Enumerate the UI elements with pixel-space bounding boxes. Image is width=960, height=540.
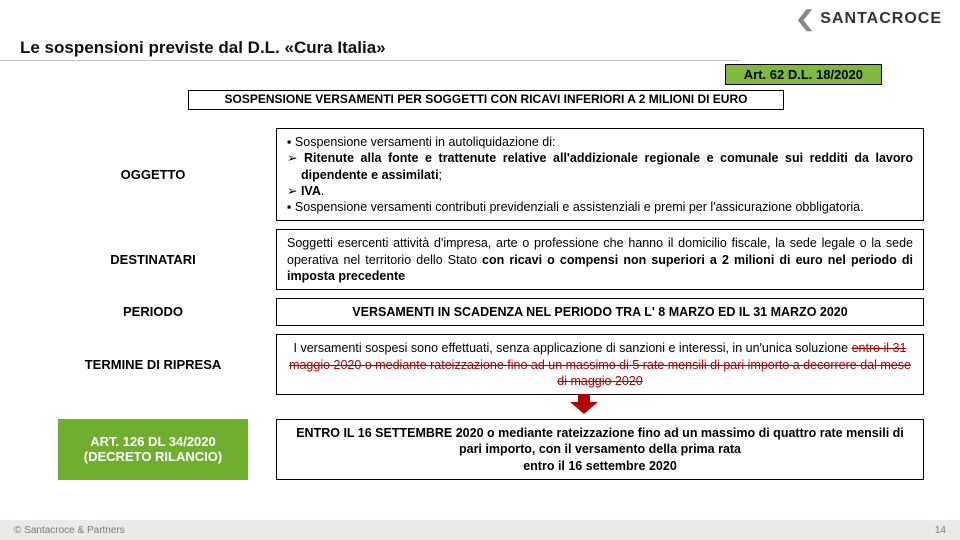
article-badge: Art. 62 D.L. 18/2020 xyxy=(725,64,882,85)
arrow-down-icon xyxy=(570,394,598,414)
slide: ❮ SANTACROCE Le sospensioni previste dal… xyxy=(0,0,960,540)
list-item: Sospensione versamenti contributi previd… xyxy=(287,199,913,215)
row-content-termine: I versamenti sospesi sono effettuati, se… xyxy=(276,334,924,395)
subsection-banner: SOSPENSIONE VERSAMENTI PER SOGGETTI CON … xyxy=(188,90,784,110)
row-termine: TERMINE DI RIPRESA I versamenti sospesi … xyxy=(58,334,924,395)
oggetto-list: Sospensione versamenti in autoliquidazio… xyxy=(287,134,913,215)
row-content-oggetto: Sospensione versamenti in autoliquidazio… xyxy=(276,128,924,221)
row-label-periodo: PERIODO xyxy=(58,298,248,326)
brand-logo: ❮ SANTACROCE xyxy=(796,6,942,32)
row-content-art126: ENTRO IL 16 SETTEMBRE 2020 o mediante ra… xyxy=(276,419,924,480)
row-content-destinatari: Soggetti esercenti attività d'impresa, a… xyxy=(276,229,924,290)
row-label-art126: ART. 126 DL 34/2020(DECRETO RILANCIO) xyxy=(58,419,248,480)
list-item: Sospensione versamenti in autoliquidazio… xyxy=(287,134,913,150)
footer-copyright: © Santacroce & Partners xyxy=(14,525,125,536)
logo-mark-icon: ❮ xyxy=(794,6,816,32)
logo-text: SANTACROCE xyxy=(820,10,942,28)
page-title: Le sospensioni previste dal D.L. «Cura I… xyxy=(20,38,386,58)
row-oggetto: OGGETTO Sospensione versamenti in autoli… xyxy=(58,128,924,221)
page-number: 14 xyxy=(935,525,946,536)
row-content-periodo: VERSAMENTI IN SCADENZA NEL PERIODO TRA L… xyxy=(276,298,924,326)
spacer xyxy=(58,403,924,419)
content-rows: OGGETTO Sospensione versamenti in autoli… xyxy=(58,128,924,488)
row-periodo: PERIODO VERSAMENTI IN SCADENZA NEL PERIO… xyxy=(58,298,924,326)
footer-bar: © Santacroce & Partners 14 xyxy=(0,520,960,540)
title-underline xyxy=(0,60,740,61)
row-destinatari: DESTINATARI Soggetti esercenti attività … xyxy=(58,229,924,290)
row-label-termine: TERMINE DI RIPRESA xyxy=(58,334,248,395)
row-art126: ART. 126 DL 34/2020(DECRETO RILANCIO) EN… xyxy=(58,419,924,480)
row-label-destinatari: DESTINATARI xyxy=(58,229,248,290)
list-item: Ritenute alla fonte e trattenute relativ… xyxy=(287,150,913,183)
row-label-oggetto: OGGETTO xyxy=(58,128,248,221)
list-item: IVA. xyxy=(287,183,913,199)
